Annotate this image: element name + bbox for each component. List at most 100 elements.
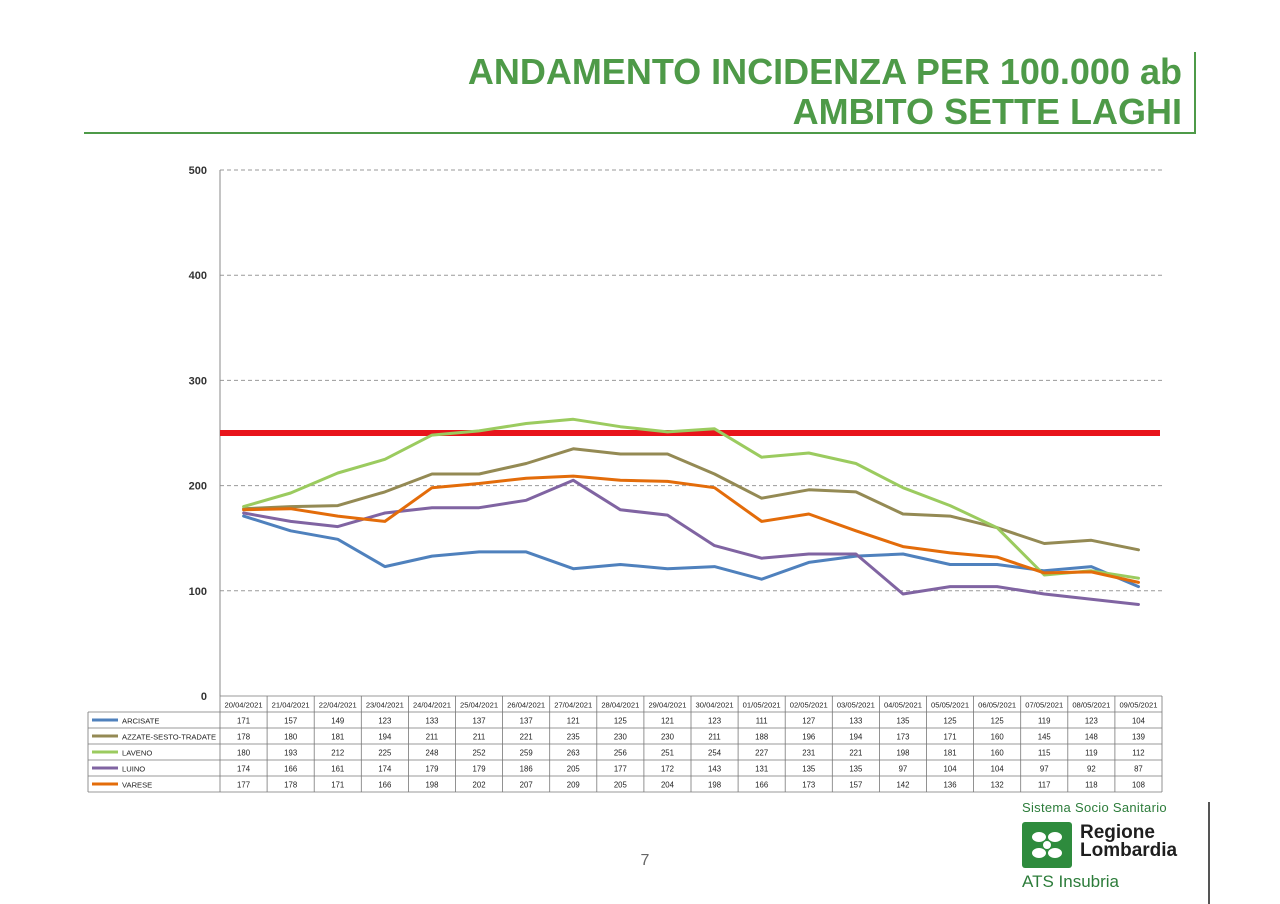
data-label: 174 — [237, 765, 251, 774]
data-label: 181 — [944, 749, 957, 758]
data-label: 136 — [944, 781, 957, 790]
x-tick-label: 21/04/2021 — [272, 701, 310, 710]
data-label: 204 — [661, 781, 675, 790]
data-label: 177 — [237, 781, 250, 790]
x-tick-label: 22/04/2021 — [319, 701, 357, 710]
data-label: 166 — [284, 765, 297, 774]
series-line — [242, 478, 1140, 606]
data-label: 209 — [567, 781, 580, 790]
legend-entry: LUINO — [122, 765, 145, 774]
data-label: 135 — [896, 717, 910, 726]
data-label: 193 — [284, 749, 297, 758]
data-label: 227 — [755, 749, 768, 758]
x-tick-label: 25/04/2021 — [460, 701, 498, 710]
data-label: 207 — [520, 781, 533, 790]
data-label: 121 — [661, 717, 674, 726]
data-label: 143 — [708, 765, 721, 774]
data-label: 108 — [1132, 781, 1145, 790]
data-label: 230 — [614, 733, 628, 742]
data-label: 131 — [755, 765, 768, 774]
brand-system-label: Sistema Socio Sanitario — [1022, 800, 1167, 815]
data-label: 230 — [661, 733, 675, 742]
x-tick-label: 02/05/2021 — [790, 701, 828, 710]
data-label: 171 — [331, 781, 344, 790]
data-label: 135 — [802, 765, 816, 774]
data-label: 198 — [896, 749, 909, 758]
data-label: 198 — [708, 781, 721, 790]
data-label: 221 — [849, 749, 862, 758]
brand-region-line-1: Regione — [1080, 822, 1155, 843]
regione-lombardia-rose-icon — [1022, 822, 1072, 868]
data-label: 119 — [1038, 717, 1050, 726]
data-label: 225 — [378, 749, 392, 758]
data-label: 263 — [567, 749, 580, 758]
series-line — [242, 514, 1140, 589]
data-label: 111 — [756, 717, 768, 726]
data-label: 118 — [1085, 781, 1097, 790]
title-side-rule — [1194, 52, 1196, 134]
x-tick-label: 26/04/2021 — [507, 701, 545, 710]
y-tick-label: 400 — [189, 270, 207, 282]
data-label: 254 — [708, 749, 722, 758]
data-label: 137 — [520, 717, 533, 726]
series-line — [242, 417, 1140, 580]
data-label: 171 — [944, 733, 957, 742]
data-label: 125 — [614, 717, 628, 726]
data-label: 92 — [1087, 765, 1096, 774]
data-label: 221 — [520, 733, 533, 742]
data-label: 166 — [378, 781, 391, 790]
brand-region-name: Regione Lombardia — [1080, 822, 1177, 860]
data-label: 196 — [802, 733, 815, 742]
data-label: 205 — [614, 781, 628, 790]
data-label: 173 — [802, 781, 815, 790]
page-number: 7 — [640, 852, 650, 869]
data-label: 235 — [567, 733, 581, 742]
data-label: 194 — [849, 733, 863, 742]
data-label: 186 — [520, 765, 533, 774]
data-label: 97 — [1040, 765, 1049, 774]
x-tick-label: 27/04/2021 — [554, 701, 592, 710]
data-label: 211 — [708, 733, 720, 742]
data-label: 181 — [331, 733, 344, 742]
data-label: 139 — [1132, 733, 1145, 742]
data-label: 248 — [425, 749, 438, 758]
data-label: 259 — [520, 749, 533, 758]
data-label: 123 — [1085, 717, 1098, 726]
data-label: 149 — [331, 717, 344, 726]
data-label: 179 — [425, 765, 438, 774]
data-label: 205 — [567, 765, 581, 774]
data-label: 166 — [755, 781, 768, 790]
x-tick-label: 20/04/2021 — [225, 701, 263, 710]
data-label: 177 — [614, 765, 627, 774]
data-label: 211 — [426, 733, 438, 742]
x-tick-label: 05/05/2021 — [931, 701, 969, 710]
legend-entry: LAVENO — [122, 749, 152, 758]
x-tick-label: 24/04/2021 — [413, 701, 451, 710]
y-tick-label: 0 — [201, 691, 207, 703]
data-label: 160 — [991, 749, 1005, 758]
data-label: 194 — [378, 733, 392, 742]
data-label: 87 — [1134, 765, 1143, 774]
data-label: 133 — [425, 717, 438, 726]
brand-divider — [1208, 802, 1210, 904]
x-tick-label: 28/04/2021 — [601, 701, 639, 710]
x-tick-label: 30/04/2021 — [696, 701, 734, 710]
data-label: 188 — [755, 733, 768, 742]
x-tick-label: 06/05/2021 — [978, 701, 1016, 710]
data-label: 135 — [849, 765, 863, 774]
data-label: 251 — [661, 749, 674, 758]
data-label: 125 — [991, 717, 1005, 726]
data-label: 157 — [284, 717, 297, 726]
data-label: 211 — [473, 733, 485, 742]
data-label: 202 — [473, 781, 486, 790]
data-label: 178 — [237, 733, 250, 742]
data-label: 231 — [802, 749, 815, 758]
title-line-1: ANDAMENTO INCIDENZA PER 100.000 ab — [467, 51, 1182, 92]
data-label: 115 — [1038, 749, 1051, 758]
data-label: 179 — [473, 765, 486, 774]
title-underline — [84, 132, 1196, 134]
data-label: 132 — [991, 781, 1004, 790]
data-label: 121 — [567, 717, 580, 726]
data-label: 172 — [661, 765, 674, 774]
